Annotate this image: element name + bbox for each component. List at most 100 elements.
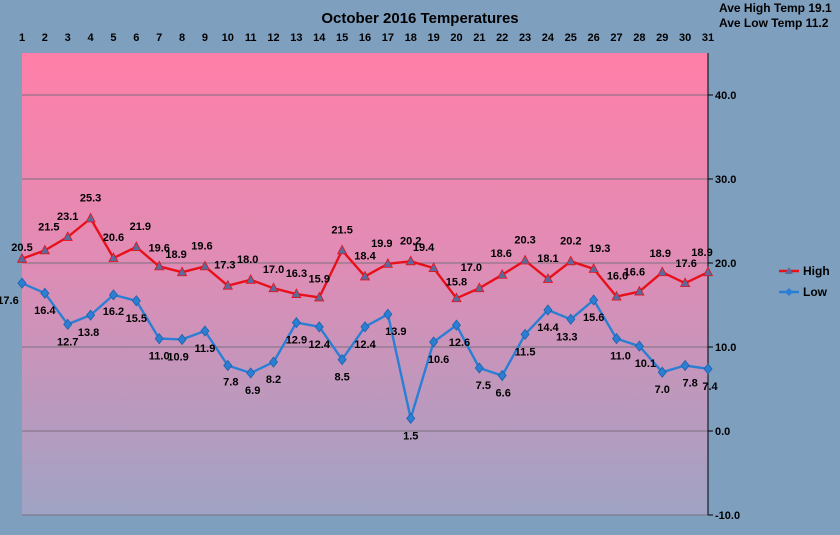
high-point: [405, 255, 416, 266]
x-tick-label: 10: [222, 32, 234, 44]
high-point: [199, 260, 211, 271]
x-tick-label: 6: [133, 32, 139, 44]
x-tick-label: 24: [542, 32, 555, 44]
low-data-label: 17.6: [0, 295, 19, 307]
axes: -10.00.010.020.030.040.01 2 3 4 5 6 7 8 9 10 11 12 1…: [19, 32, 740, 522]
low-point: [108, 289, 118, 301]
y-tick-label: 20.0: [715, 258, 736, 270]
x-tick-label: 27: [610, 32, 622, 44]
high-series: 20.521.523.125.320.621.919.618.919.617.3…: [11, 192, 714, 303]
high-point: [542, 273, 554, 283]
low-data-label: 13.9: [385, 326, 406, 338]
high-data-label: 20.5: [11, 242, 32, 254]
high-point: [519, 254, 531, 265]
y-tick-label: 0.0: [715, 426, 730, 438]
low-data-label: 11.0: [610, 351, 631, 363]
high-data-label: 21.5: [38, 221, 59, 233]
low-data-label: 7.0: [655, 384, 670, 396]
high-data-label: 15.8: [446, 276, 467, 288]
low-data-label: 15.6: [583, 312, 604, 324]
low-point: [451, 319, 461, 331]
low-point: [200, 325, 210, 337]
high-data-label: 17.6: [675, 258, 696, 270]
high-point: [679, 277, 691, 288]
x-tick-label: 22: [496, 32, 508, 44]
low-data-label: 7.8: [223, 376, 238, 388]
x-tick-label: 28: [633, 32, 645, 44]
high-data-label: 16.6: [624, 267, 645, 279]
low-point: [589, 294, 599, 306]
x-tick-label: 2: [42, 32, 48, 44]
legend-label-low: Low: [803, 285, 828, 299]
x-tick-label: 15: [336, 32, 348, 44]
high-point: [336, 244, 348, 255]
high-point: [62, 231, 73, 241]
high-point: [268, 282, 279, 293]
high-point: [474, 282, 485, 293]
high-point: [16, 252, 28, 263]
x-tick-label: 12: [267, 32, 279, 44]
x-tick-label: 31: [702, 32, 714, 44]
high-point: [176, 266, 188, 277]
chart-title: October 2016 Temperatures: [321, 10, 518, 27]
low-data-label: 14.4: [537, 322, 559, 334]
legend-item-high: High: [779, 264, 830, 278]
low-point: [612, 332, 622, 345]
legend-marker-low: [785, 288, 793, 296]
x-tick-label: 5: [110, 32, 116, 44]
low-point: [566, 313, 576, 325]
x-tick-label: 23: [519, 32, 531, 44]
high-data-label: 18.1: [537, 253, 558, 265]
low-point: [177, 333, 187, 346]
gridlines: [22, 94, 708, 516]
x-tick-label: 16: [359, 32, 371, 44]
low-point: [131, 295, 141, 307]
low-point: [497, 369, 507, 382]
low-data-label: 10.1: [635, 358, 656, 370]
x-tick-label: 21: [473, 32, 485, 44]
high-point: [314, 291, 325, 302]
low-data-label: 13.3: [556, 331, 577, 343]
low-data-label: 13.8: [78, 327, 99, 339]
low-point: [634, 340, 644, 352]
low-point: [680, 359, 690, 372]
low-point: [246, 367, 256, 379]
high-point: [108, 252, 119, 262]
high-data-label: 18.9: [650, 248, 671, 260]
x-tick-label: 26: [588, 32, 600, 44]
low-data-label: 15.5: [126, 313, 147, 325]
high-data-label: 19.4: [413, 242, 435, 254]
low-data-label: 10.6: [428, 354, 449, 366]
ave-high-annotation: Ave High Temp 19.1: [719, 1, 832, 15]
low-point: [474, 362, 484, 374]
legend-marker-high: [785, 267, 793, 274]
low-data-label: 12.4: [354, 339, 376, 351]
high-point: [154, 260, 165, 271]
high-point: [382, 257, 394, 268]
low-point: [63, 318, 73, 330]
low-point: [429, 336, 439, 348]
series: 20.521.523.125.320.621.919.618.919.617.3…: [0, 192, 719, 442]
high-data-label: 20.2: [400, 235, 421, 247]
x-tick-label: 9: [202, 32, 208, 44]
low-point: [86, 309, 96, 321]
low-data-label: 1.5: [403, 430, 418, 442]
x-tick-label: 1: [19, 32, 25, 44]
high-data-label: 18.6: [490, 248, 511, 260]
x-tick-label: 8: [179, 32, 185, 44]
x-tick-label: 29: [656, 32, 668, 44]
high-data-label: 19.6: [191, 240, 212, 252]
x-tick-label: 4: [88, 32, 95, 44]
x-tick-label: 14: [313, 32, 326, 44]
high-point: [702, 266, 714, 277]
low-data-label: 8.2: [266, 374, 281, 386]
high-point: [245, 273, 256, 284]
high-data-label: 16.3: [286, 268, 307, 280]
high-data-label: 21.5: [331, 224, 352, 236]
low-point: [314, 321, 324, 333]
high-point: [588, 263, 599, 273]
high-point: [497, 268, 508, 279]
legend: High Low: [779, 264, 830, 299]
